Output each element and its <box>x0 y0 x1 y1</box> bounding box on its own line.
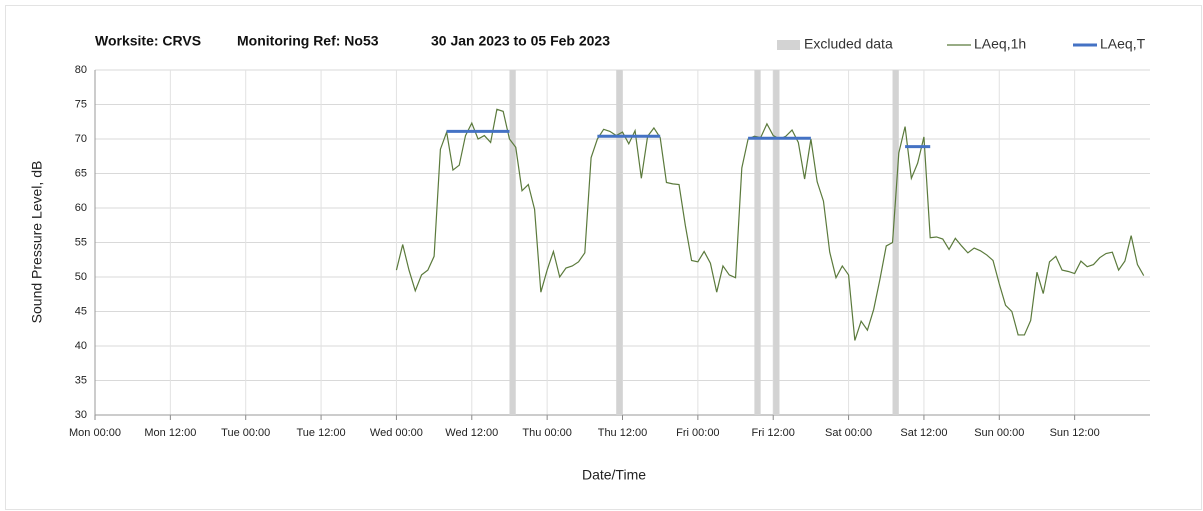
x-tick-label: Sun 00:00 <box>974 427 1024 439</box>
chart-title-ref: Monitoring Ref: No53 <box>237 33 379 49</box>
x-tick-label: Mon 12:00 <box>144 427 196 439</box>
chart-title-period: 30 Jan 2023 to 05 Feb 2023 <box>431 33 610 49</box>
y-tick-label: 60 <box>75 202 87 214</box>
y-tick-label: 35 <box>75 374 87 386</box>
excluded-band <box>892 70 899 415</box>
y-tick-label: 80 <box>75 64 87 76</box>
x-tick-label: Sat 00:00 <box>825 427 872 439</box>
excluded-band <box>509 70 516 415</box>
x-tick-label: Sun 12:00 <box>1050 427 1100 439</box>
excluded-band <box>773 70 780 415</box>
excluded-band <box>616 70 623 415</box>
y-tick-label: 65 <box>75 167 87 179</box>
y-tick-label: 55 <box>75 236 87 248</box>
x-tick-label: Sat 12:00 <box>900 427 947 439</box>
excluded-band <box>754 70 761 415</box>
x-tick-label: Wed 12:00 <box>445 427 498 439</box>
x-tick-label: Tue 00:00 <box>221 427 270 439</box>
line-series <box>395 108 1145 341</box>
y-axis-title: Sound Pressure Level, dB <box>29 161 45 324</box>
x-tick-label: Fri 00:00 <box>676 427 719 439</box>
x-tick-label: Tue 12:00 <box>297 427 346 439</box>
legend-label: Excluded data <box>804 36 893 52</box>
y-tick-label: 50 <box>75 271 87 283</box>
legend-swatch <box>777 40 800 50</box>
y-tick-label: 45 <box>75 305 87 317</box>
x-tick-label: Mon 00:00 <box>69 427 121 439</box>
legend-label: LAeq,1h <box>974 36 1026 52</box>
legend-label: LAeq,T <box>1100 36 1146 52</box>
x-tick-label: Wed 00:00 <box>370 427 423 439</box>
x-axis-title: Date/Time <box>582 467 646 483</box>
x-tick-label: Thu 00:00 <box>522 427 572 439</box>
chart-frame <box>5 5 1202 510</box>
y-tick-label: 70 <box>75 133 87 145</box>
chart-title-site: Worksite: CRVS <box>95 33 201 49</box>
y-tick-label: 40 <box>75 340 87 352</box>
y-tick-label: 30 <box>75 409 87 421</box>
y-tick-label: 75 <box>75 98 87 110</box>
x-tick-label: Thu 12:00 <box>598 427 648 439</box>
x-tick-label: Fri 12:00 <box>752 427 795 439</box>
